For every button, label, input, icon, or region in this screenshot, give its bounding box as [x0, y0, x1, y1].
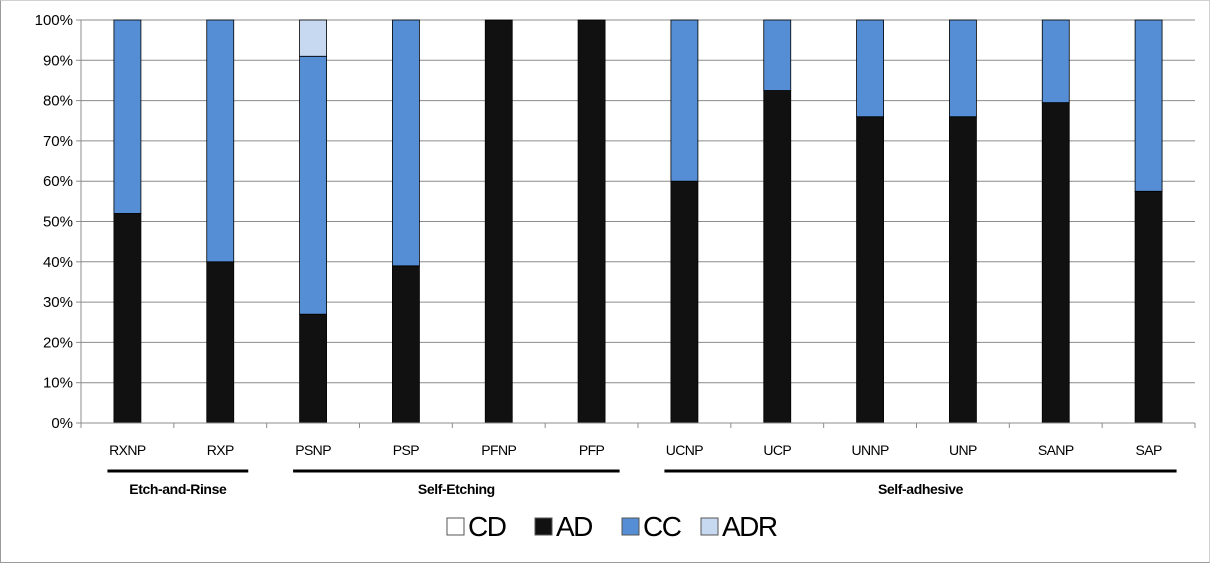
x-tick-label: PFNP: [481, 442, 516, 458]
y-tick-labels: 0% 10% 20% 30% 40% 50% 60% 70% 80% 90% 100%: [35, 12, 73, 432]
bar-segment-cc-psnp: [300, 56, 327, 314]
x-tick-label: UCP: [763, 442, 791, 458]
gridlines: [81, 20, 1195, 383]
bar-segment-adr-psnp: [300, 20, 327, 56]
bar-segment-cc-ucnp: [671, 20, 698, 181]
bar-segment-ad-psnp: [300, 314, 327, 423]
bar-segment-cc-rxp: [207, 20, 234, 262]
x-tick-label: UNNP: [851, 442, 889, 458]
legend-swatch-ad: [535, 518, 552, 535]
bar-segment-ad-ucnp: [671, 181, 698, 423]
bar-segment-ad-rxp: [207, 262, 234, 423]
x-tick-labels: RXNP RXP PSNP PSP PFNP PFP UCNP UCP UNNP UNP SANP S…: [109, 442, 1162, 458]
legend: CD AD CC ADR: [447, 511, 777, 542]
bar-segment-ad-ucp: [764, 91, 791, 423]
x-tick-label: PSP: [393, 442, 419, 458]
bar-segment-ad-sap: [1135, 191, 1162, 423]
x-tick-label: RXNP: [109, 442, 146, 458]
bar-segment-ad-psp: [392, 266, 419, 423]
bar-segment-ad-rxnp: [114, 213, 141, 423]
bar-segment-cc-ucp: [764, 20, 791, 91]
x-tick-label: PFP: [579, 442, 605, 458]
legend-swatch-cc: [622, 518, 639, 535]
y-tick-label: 40%: [43, 254, 73, 271]
bar-segment-cc-rxnp: [114, 20, 141, 213]
x-tick-label: RXP: [207, 442, 234, 458]
y-tick-label: 20%: [43, 334, 73, 351]
group-label: Self-adhesive: [878, 481, 964, 497]
bar-segment-cc-sanp: [1042, 20, 1069, 103]
bar-segment-ad-unnp: [857, 117, 884, 423]
x-tick-label: SAP: [1135, 442, 1161, 458]
bar-segment-cc-psp: [392, 20, 419, 266]
group-label: Etch-and-Rinse: [129, 481, 227, 497]
y-tick-label: 10%: [43, 375, 73, 392]
y-tick-label: 70%: [43, 133, 73, 150]
bar-segment-ad-pfp: [578, 20, 605, 423]
axes: [76, 20, 1195, 428]
x-tick-label: UCNP: [666, 442, 704, 458]
y-tick-label: 60%: [43, 173, 73, 190]
category-groups: Etch-and-Rinse Self-Etching Self-adhesive: [107, 471, 1176, 497]
y-tick-label: 90%: [43, 52, 73, 69]
bar-segment-cc-sap: [1135, 20, 1162, 191]
legend-label-cd: CD: [468, 511, 506, 542]
bar-segment-ad-pfnp: [485, 20, 512, 423]
y-tick-label: 30%: [43, 294, 73, 311]
x-tick-label: SANP: [1038, 442, 1074, 458]
bar-segment-cc-unp: [949, 20, 976, 117]
legend-swatch-cd: [447, 518, 464, 535]
y-tick-label: 50%: [43, 214, 73, 231]
y-tick-label: 80%: [43, 93, 73, 110]
bar-segment-cc-unnp: [857, 20, 884, 117]
x-tick-label: UNP: [949, 442, 977, 458]
legend-swatch-adr: [701, 518, 718, 535]
y-tick-label: 0%: [51, 415, 73, 432]
bar-segment-ad-sanp: [1042, 103, 1069, 423]
legend-label-ad: AD: [556, 511, 592, 542]
x-tick-label: PSNP: [295, 442, 331, 458]
group-label: Self-Etching: [418, 481, 495, 497]
legend-label-cc: CC: [643, 511, 682, 542]
y-tick-label: 100%: [35, 12, 73, 29]
bar-segment-ad-unp: [949, 117, 976, 423]
legend-label-adr: ADR: [722, 511, 777, 542]
